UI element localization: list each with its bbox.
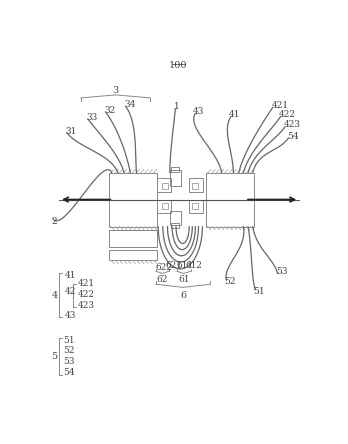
Text: 6: 6 — [180, 290, 186, 300]
Bar — [109, 200, 157, 226]
Text: 53: 53 — [64, 357, 75, 366]
Bar — [171, 223, 179, 228]
Bar — [109, 230, 157, 247]
Text: 53: 53 — [276, 267, 287, 277]
Text: 54: 54 — [64, 368, 75, 377]
Bar — [206, 200, 254, 226]
Text: 612: 612 — [185, 261, 202, 270]
Bar — [191, 182, 198, 189]
Text: 54: 54 — [287, 132, 299, 141]
Text: 61: 61 — [178, 275, 190, 284]
Text: 52: 52 — [64, 346, 75, 355]
Bar — [109, 250, 157, 261]
Text: 621: 621 — [165, 261, 182, 270]
Text: 41: 41 — [65, 270, 77, 280]
Text: 611: 611 — [177, 261, 194, 270]
Text: 421: 421 — [271, 101, 288, 110]
Bar — [162, 182, 168, 189]
Text: 43: 43 — [65, 311, 77, 320]
Bar — [170, 170, 181, 186]
Text: 423: 423 — [284, 120, 301, 129]
Bar — [189, 200, 203, 214]
Bar — [191, 202, 198, 209]
Text: 51: 51 — [253, 287, 264, 297]
Text: 42: 42 — [65, 287, 77, 296]
Text: 622: 622 — [155, 263, 172, 272]
Text: 5: 5 — [51, 352, 57, 361]
Text: 62: 62 — [157, 275, 168, 284]
Text: 2: 2 — [51, 217, 57, 226]
Bar — [162, 202, 168, 209]
Bar — [189, 178, 203, 192]
Text: 43: 43 — [193, 107, 204, 116]
Bar — [206, 173, 254, 200]
Text: 41: 41 — [229, 111, 240, 119]
Text: 52: 52 — [224, 278, 236, 286]
Bar — [170, 211, 181, 225]
Text: 31: 31 — [65, 127, 77, 135]
Text: 32: 32 — [104, 106, 115, 115]
Text: 1: 1 — [174, 102, 180, 111]
Bar — [157, 200, 171, 214]
Text: 422: 422 — [279, 111, 296, 119]
Text: 34: 34 — [124, 100, 135, 109]
Text: 421: 421 — [78, 279, 95, 288]
Text: 100: 100 — [169, 61, 188, 70]
Bar — [171, 167, 179, 172]
Text: 33: 33 — [86, 113, 97, 122]
Bar — [109, 173, 157, 200]
Text: 423: 423 — [78, 301, 95, 309]
Bar — [157, 178, 171, 192]
Text: 51: 51 — [64, 336, 75, 345]
Text: 4: 4 — [51, 291, 57, 300]
Text: 422: 422 — [78, 290, 95, 299]
Text: 3: 3 — [112, 86, 119, 95]
